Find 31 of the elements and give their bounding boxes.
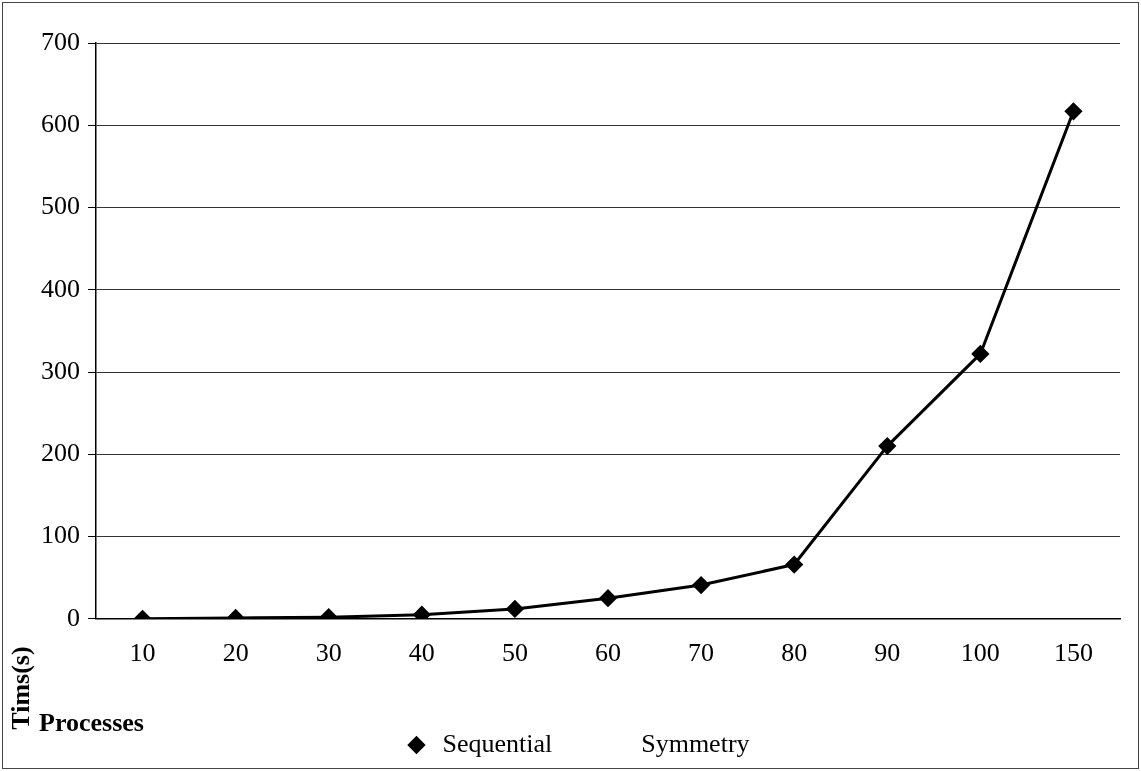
x-tick-label: 20: [222, 638, 249, 668]
legend-label: Sequential: [442, 728, 553, 758]
y-axis-title: Tims(s): [6, 646, 36, 730]
point: [878, 437, 896, 455]
y-tick-label: 500: [41, 191, 80, 221]
x-tick-label: 60: [595, 638, 621, 668]
point: [1064, 102, 1082, 120]
y-tick-label: 600: [41, 109, 80, 139]
point: [506, 600, 524, 618]
x-tick-label: 50: [501, 638, 528, 668]
x-tick-label: 80: [781, 638, 808, 668]
x-tick-label: 40: [408, 638, 435, 668]
point: [785, 556, 803, 574]
x-tick-label: 10: [129, 638, 156, 668]
y-tick-label: 300: [41, 355, 80, 385]
y-tick-label: 200: [41, 438, 80, 468]
x-tick-label: 100: [960, 638, 1000, 668]
point: [692, 576, 710, 594]
x-tick-label: 70: [688, 638, 715, 668]
x-axis-title: Processes: [39, 708, 144, 738]
point: [413, 606, 431, 619]
point: [599, 589, 617, 607]
y-tick-label: 400: [41, 273, 80, 303]
y-tick-label: 100: [41, 520, 80, 550]
x-tick-label: 30: [315, 638, 342, 668]
x-tick-label: 150: [1053, 638, 1093, 668]
y-tick-label: 0: [67, 602, 80, 632]
x-tick-label: 90: [874, 638, 901, 668]
y-tick-label: 700: [41, 26, 80, 56]
point: [971, 345, 989, 363]
text: Symmetry: [641, 728, 750, 758]
